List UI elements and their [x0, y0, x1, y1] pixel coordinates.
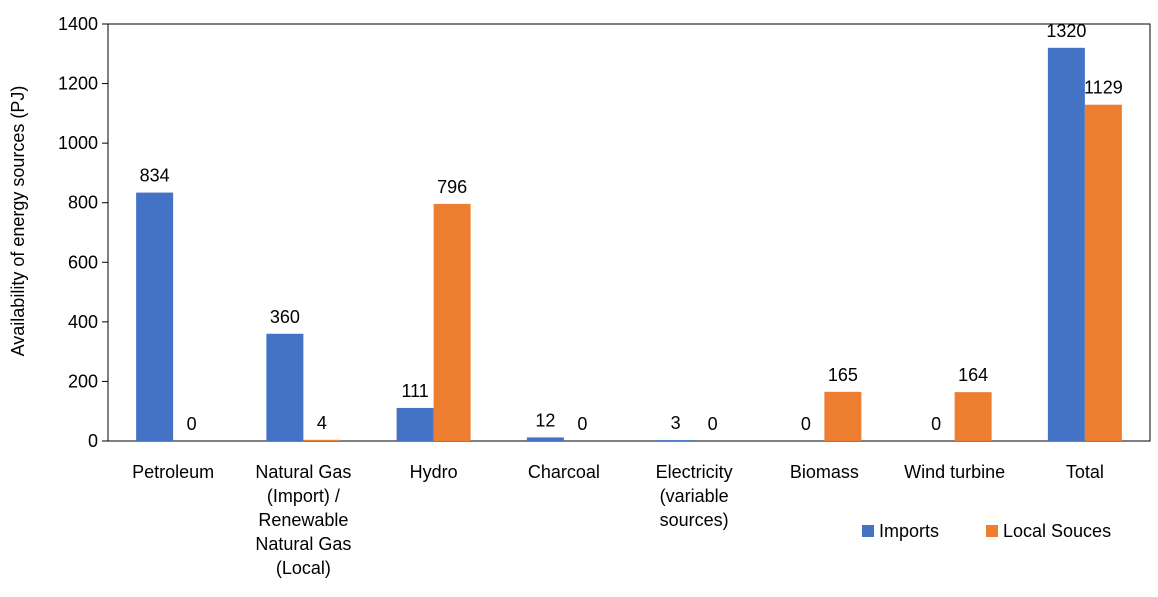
y-tick-label: 200 [68, 371, 98, 391]
category-label: Biomass [790, 462, 859, 482]
legend-label: Local Souces [1003, 521, 1111, 541]
category-label: Petroleum [132, 462, 214, 482]
category-label: Hydro [410, 462, 458, 482]
bars-group [136, 47, 1122, 441]
bar-imports [526, 437, 564, 441]
data-label: 111 [401, 381, 428, 401]
category-label: Natural Gas (Import) / Renewable Natural Ga… [255, 462, 351, 578]
category-label: Total [1066, 462, 1104, 482]
data-label: 0 [577, 414, 587, 434]
y-tick-label: 400 [68, 312, 98, 332]
data-label: 1129 [1084, 78, 1123, 98]
data-label: 1320 [1046, 21, 1086, 41]
data-label: 834 [140, 166, 170, 186]
bar-imports [1047, 47, 1085, 441]
y-tick-label: 0 [88, 431, 98, 451]
bar-local-souces [824, 391, 862, 441]
bar-imports [266, 333, 304, 441]
bar-local-souces [1084, 104, 1122, 441]
data-label: 796 [437, 177, 467, 197]
bar-local-souces [433, 203, 471, 441]
plot-area-border [107, 23, 1151, 442]
data-label: 0 [708, 414, 718, 434]
legend-swatch-local-souces [986, 525, 998, 537]
data-label: 12 [535, 410, 555, 430]
y-tick-label: 800 [68, 193, 98, 213]
data-label: 360 [270, 307, 300, 327]
category-labels-group: Petroleum Natural Gas (Import) / Renewable N… [132, 462, 1104, 578]
bar-local-souces [954, 392, 992, 441]
bar-imports [396, 407, 434, 441]
legend: Imports Local Souces [862, 521, 1111, 541]
y-tick-label: 600 [68, 252, 98, 272]
data-label: 3 [671, 413, 681, 433]
y-tick-label: 1200 [58, 74, 98, 94]
data-label: 164 [958, 365, 988, 385]
y-tick-label: 1400 [58, 14, 98, 34]
legend-swatch-imports [862, 525, 874, 537]
data-label: 0 [931, 414, 941, 434]
data-label: 4 [317, 413, 327, 433]
bar-local-souces [303, 439, 341, 441]
category-label: Wind turbine [904, 462, 1005, 482]
category-label: Electricity (variable sources) [656, 462, 733, 530]
bar-imports [657, 440, 695, 441]
bar-imports [136, 192, 174, 441]
legend-label: Imports [879, 521, 939, 541]
data-label: 0 [187, 414, 197, 434]
y-axis-title: Availability of energy sources (PJ) [8, 86, 28, 357]
y-tick-label: 1000 [58, 133, 98, 153]
data-label: 0 [801, 414, 811, 434]
data-label: 165 [828, 365, 858, 385]
category-label: Charcoal [528, 462, 600, 482]
data-labels-group: 834 0 360 4 111 796 12 0 3 0 0 165 0 164 1320 1129 [140, 21, 1123, 434]
